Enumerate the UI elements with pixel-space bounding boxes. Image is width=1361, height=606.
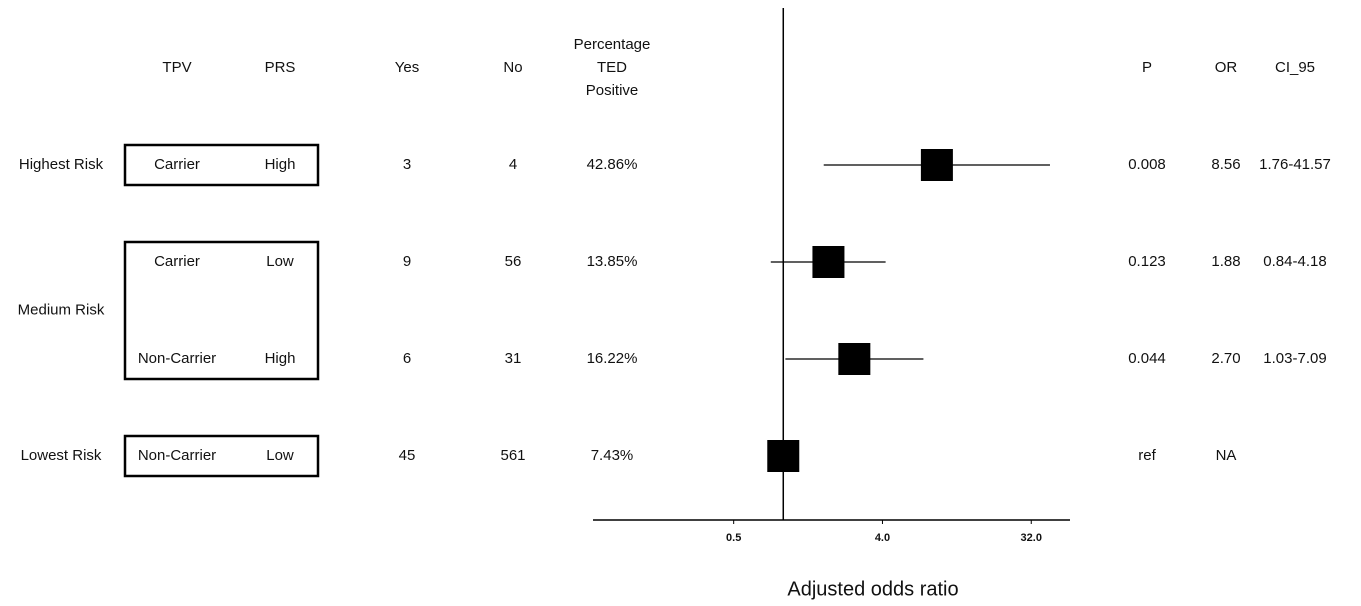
cell-yes: 6 [403,350,411,367]
column-header: Yes [395,59,419,76]
cell-ci: 0.84-4.18 [1263,253,1326,270]
group-label: Medium Risk [18,301,105,318]
cell-ci: 1.76-41.57 [1259,156,1331,173]
group-box [123,240,320,381]
cell-tpv: Non-Carrier [138,447,216,464]
estimate-marker [812,246,845,278]
cell-yes: 45 [399,447,416,464]
cell-yes: 3 [403,156,411,173]
cell-yes: 9 [403,253,411,270]
column-header: P [1142,59,1152,76]
column-header: PRS [265,59,296,76]
estimate-marker [767,440,800,472]
cell-prs: High [265,156,296,173]
group-label: Highest Risk [19,156,104,173]
cell-tpv: Non-Carrier [138,350,216,367]
estimate-marker [920,149,953,181]
cell-tpv: Carrier [154,253,200,270]
cell-prs: Low [266,253,294,270]
column-header: OR [1215,59,1238,76]
cell-ci: 1.03-7.09 [1263,350,1326,367]
x-tick-label: 32.0 [1021,532,1042,544]
group-box [123,434,320,478]
cell-or: 2.70 [1211,350,1240,367]
cell-no: 56 [505,253,522,270]
column-header: Positive [586,82,639,99]
cell-percent: 42.86% [587,156,638,173]
column-header: CI_95 [1275,59,1315,76]
column-header: Percentage [574,36,651,53]
group-box [123,143,320,187]
cell-tpv: Carrier [154,156,200,173]
cell-or: 8.56 [1211,156,1240,173]
cell-percent: 13.85% [587,253,638,270]
cell-percent: 7.43% [591,447,634,464]
cell-or: 1.88 [1211,253,1240,270]
x-tick-label: 0.5 [726,532,741,544]
cell-prs: High [265,350,296,367]
estimate-marker [838,343,871,375]
cell-no: 31 [505,350,522,367]
cell-p: ref [1138,447,1156,464]
x-axis-label: Adjusted odds ratio [787,578,958,600]
cell-no: 4 [509,156,517,173]
column-header: TPV [162,59,191,76]
cell-p: 0.123 [1128,253,1166,270]
cell-percent: 16.22% [587,350,638,367]
column-header: No [503,59,522,76]
cell-no: 561 [500,447,525,464]
cell-p: 0.044 [1128,350,1166,367]
x-tick-label: 4.0 [875,532,890,544]
cell-p: 0.008 [1128,156,1166,173]
cell-or: NA [1216,447,1237,464]
cell-prs: Low [266,447,294,464]
column-header: TED [597,59,627,76]
group-label: Lowest Risk [21,447,102,464]
